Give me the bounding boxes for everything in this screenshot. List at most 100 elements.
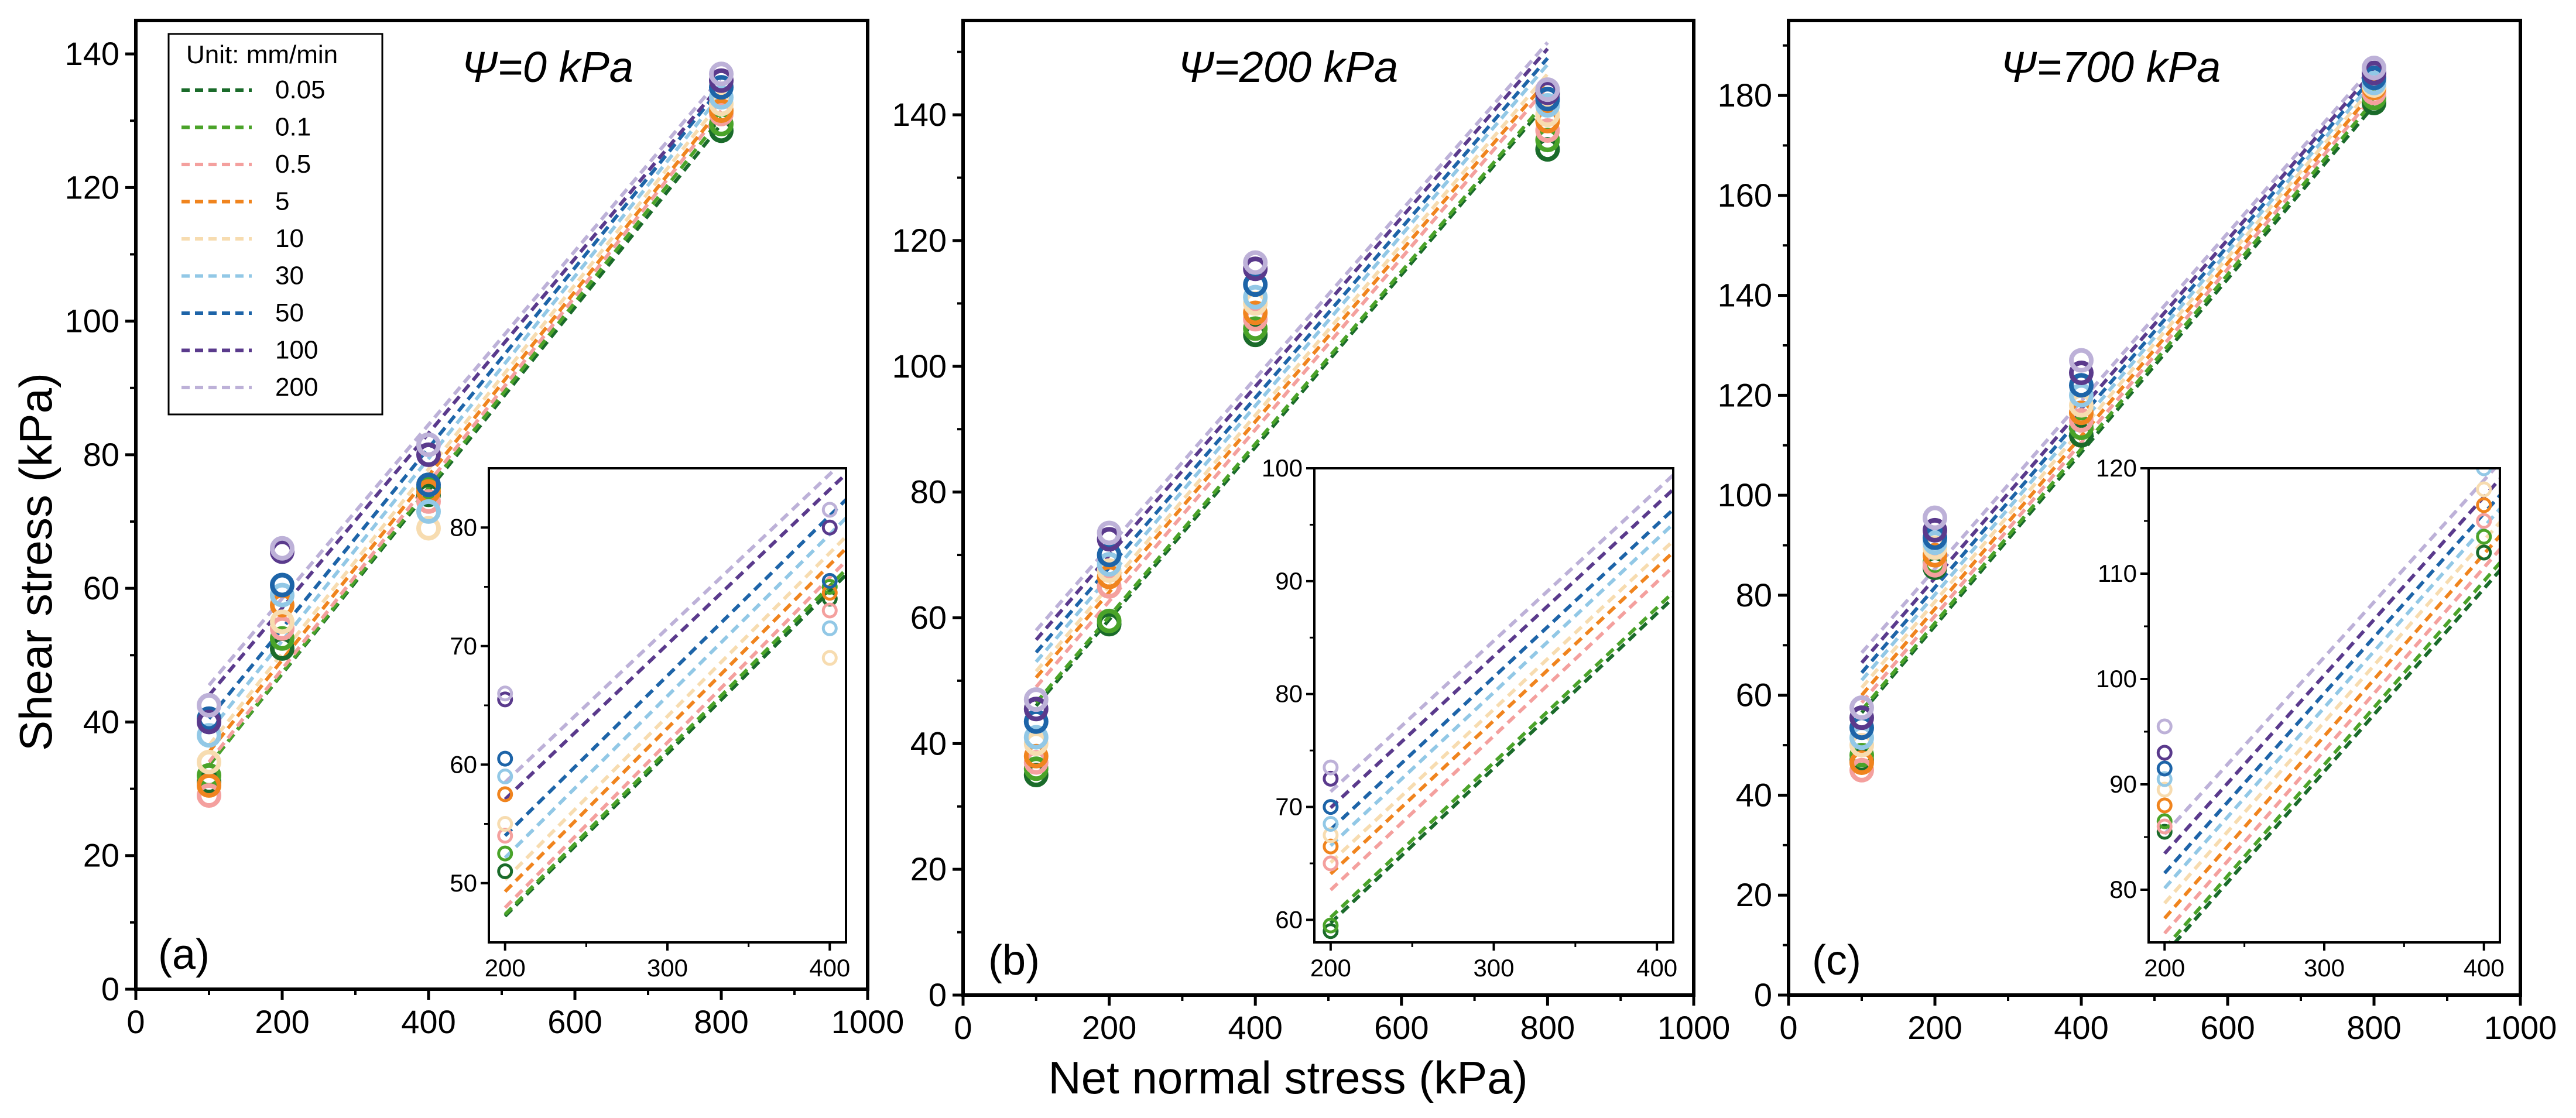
y-tick-label: 20 [1736, 876, 1772, 913]
data-point-30-100 [1023, 725, 1049, 750]
x-tick-label: 600 [1374, 1009, 1429, 1046]
inset-content [497, 468, 846, 918]
inset-fit-line-5 [503, 546, 846, 893]
inset-fit-line-50 [2163, 492, 2500, 874]
legend-label-100: 100 [275, 336, 318, 365]
inset-data-point-100-200 [1323, 770, 1339, 787]
y-tick-label: 100 [892, 348, 947, 385]
inset-y-tick-label: 80 [450, 513, 477, 541]
panel-b: 0 200 400 600 800 1000 0 20 40 60 80 100 120 140 Ψ=200… [892, 19, 1730, 1046]
inset-x-tick-label: 400 [2464, 954, 2505, 982]
panel-title: Ψ=0 kPa [461, 43, 633, 91]
data-point-5-200 [1923, 543, 1947, 568]
x-tick-label: 400 [1228, 1009, 1282, 1046]
inset-x-tick-label: 200 [485, 954, 526, 982]
inset-fit-line-100 [1329, 486, 1673, 810]
inset-fit-line-0.5 [503, 558, 846, 909]
legend-label-0.05: 0.05 [275, 76, 326, 104]
x-tick-label: 0 [954, 1009, 972, 1046]
y-tick-label: 100 [65, 303, 119, 339]
y-tick-label: 120 [892, 222, 947, 259]
data-point-100-100 [1023, 697, 1049, 722]
inset-data-point-200-200 [497, 685, 513, 702]
inset-data-point-10-400 [821, 650, 838, 666]
data-point-30-200 [1097, 552, 1122, 577]
inset-fit-line-50 [1329, 507, 1673, 831]
inset-data-point-50-200 [497, 750, 513, 767]
inset-data-point-100-200 [2156, 745, 2173, 761]
y-tick-label: 20 [83, 837, 119, 874]
data-point-100-100 [197, 709, 221, 735]
legend-label-5: 5 [275, 187, 289, 216]
inset-fit-line-30 [2163, 506, 2500, 890]
inset-fit-line-0.05 [2173, 567, 2500, 942]
data-point-0.5-100 [1849, 757, 1874, 783]
inset-y-tick-label: 90 [2109, 770, 2137, 798]
y-tick-label: 60 [1736, 677, 1772, 714]
y-tick-label: 0 [1754, 976, 1772, 1013]
inset-plot: 200 300 400 50 60 70 80 [450, 467, 850, 982]
data-point-0.1-200 [270, 626, 294, 651]
x-tick-label: 0 [1779, 1009, 1797, 1046]
data-point-100-100 [1849, 705, 1874, 731]
data-point-200-800 [709, 61, 734, 87]
data-point-10-400 [416, 516, 441, 541]
inset-fit-line-0.1 [2167, 560, 2500, 942]
inset-y-tick-label: 70 [1275, 793, 1303, 821]
data-point-200-200 [1097, 520, 1122, 546]
inset-x-tick-label: 300 [2304, 954, 2345, 982]
data-point-100-400 [416, 442, 441, 467]
y-axis-label: Shear stress (kPa) [10, 373, 61, 751]
data-point-200-100 [197, 692, 221, 718]
x-tick-label: 0 [126, 1003, 145, 1040]
y-tick-label: 80 [83, 436, 119, 473]
inset-data-point-200-400 [821, 502, 838, 518]
legend-label-30: 30 [275, 262, 304, 290]
fit-line-10 [1860, 84, 2376, 689]
data-point-50-400 [416, 472, 441, 498]
inset-data-point-30-200 [497, 769, 513, 784]
data-point-100-200 [1923, 517, 1947, 543]
inset-y-tick-label: 80 [2109, 876, 2137, 903]
fit-line-0.05 [1034, 101, 1549, 707]
x-tick-label: 800 [2347, 1009, 2401, 1046]
inset-data-point-10-200 [497, 816, 513, 832]
inset-y-tick-label: 120 [2096, 454, 2137, 482]
inset-fit-line-0.05 [1329, 595, 1673, 925]
inset-data-point-5-200 [497, 786, 513, 803]
inset-x-tick-label: 300 [647, 954, 688, 982]
y-tick-label: 140 [65, 35, 119, 72]
fit-line-0.5 [207, 109, 723, 763]
inset-fit-line-200 [503, 468, 839, 784]
y-tick-label: 40 [1736, 776, 1772, 813]
inset-y-tick-label: 60 [1275, 906, 1303, 933]
y-tick-label: 20 [910, 850, 947, 887]
fit-line-200 [207, 76, 723, 687]
fit-line-0.05 [1860, 104, 2376, 714]
inset-data-point-50-400 [821, 572, 838, 589]
inset-fit-line-10 [1329, 538, 1673, 864]
panel-letter: (a) [158, 931, 210, 978]
inset-y-tick-label: 70 [450, 632, 477, 660]
y-tick-label: 60 [83, 570, 119, 606]
inset-data-point-30-400 [821, 620, 838, 636]
fit-line-100 [1034, 47, 1549, 642]
inset-data-point-50-200 [2156, 760, 2173, 777]
x-tick-label: 600 [547, 1003, 602, 1040]
inset-data-point-10-400 [2476, 481, 2492, 498]
panel-a: 0 200 400 600 800 1000 0 20 40 60 80 100 120 140 Ψ=0 k… [65, 19, 904, 1040]
data-point-5-400 [1243, 300, 1268, 325]
legend-title: Unit: mm/min [186, 40, 338, 69]
inset-data-point-0.1-400 [821, 579, 838, 595]
legend: Unit: mm/min 0.05 0.1 0.5 5 10 30 50 100 200 [167, 33, 383, 416]
x-tick-label: 800 [1520, 1009, 1575, 1046]
inset-x-tick-label: 200 [2144, 954, 2185, 982]
inset-y-tick-label: 80 [1275, 680, 1303, 708]
inset-data-point-0.5-200 [1323, 855, 1339, 872]
inset-data-point-100-200 [497, 691, 513, 708]
panel-title: Ψ=700 kPa [2000, 43, 2221, 91]
inset-data-point-30-200 [1323, 816, 1339, 832]
fit-line-5 [207, 106, 723, 753]
x-tick-label: 200 [1907, 1009, 1962, 1046]
